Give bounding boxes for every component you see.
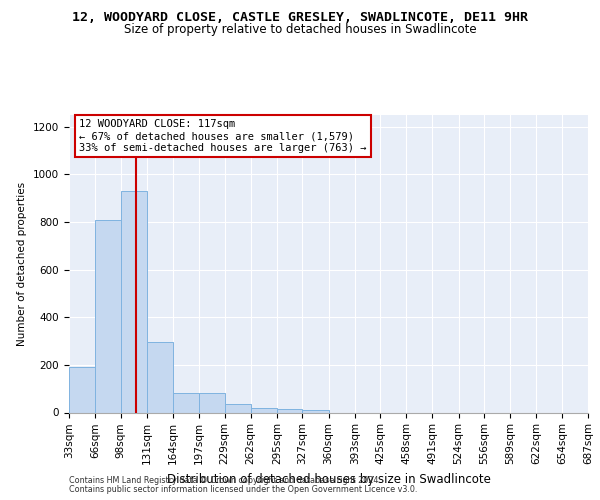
Bar [224, 404, 251, 412]
Bar [69, 366, 95, 412]
Bar [199, 394, 224, 412]
Bar [95, 220, 121, 412]
Bar [121, 191, 147, 412]
Text: 12 WOODYARD CLOSE: 117sqm
← 67% of detached houses are smaller (1,579)
33% of se: 12 WOODYARD CLOSE: 117sqm ← 67% of detac… [79, 120, 367, 152]
Text: Contains public sector information licensed under the Open Government Licence v3: Contains public sector information licen… [69, 485, 418, 494]
Text: Contains HM Land Registry data © Crown copyright and database right 2024.: Contains HM Land Registry data © Crown c… [69, 476, 381, 485]
Bar [173, 394, 199, 412]
Bar [251, 408, 277, 412]
Bar [277, 409, 302, 412]
Text: Size of property relative to detached houses in Swadlincote: Size of property relative to detached ho… [124, 22, 476, 36]
Bar [147, 342, 173, 412]
Text: 12, WOODYARD CLOSE, CASTLE GRESLEY, SWADLINCOTE, DE11 9HR: 12, WOODYARD CLOSE, CASTLE GRESLEY, SWAD… [72, 11, 528, 24]
Bar [302, 410, 329, 412]
Y-axis label: Number of detached properties: Number of detached properties [17, 182, 28, 346]
X-axis label: Distribution of detached houses by size in Swadlincote: Distribution of detached houses by size … [167, 472, 490, 486]
